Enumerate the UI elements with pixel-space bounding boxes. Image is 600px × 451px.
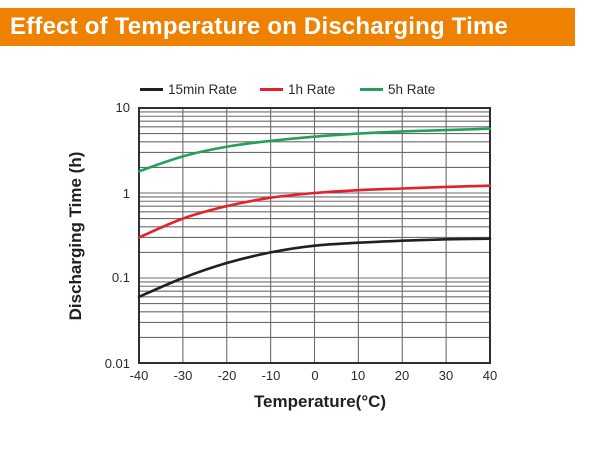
x-tick-label: 30 [438,368,454,383]
series-line-15min-rate [137,237,492,299]
legend-item-1h-rate: 1h Rate [260,78,335,100]
y-tick-label: 0.01 [104,356,130,371]
legend-label: 1h Rate [288,81,336,97]
x-tick-label: 10 [350,368,366,383]
x-tick-label: 40 [482,368,498,383]
legend-label: 5h Rate [388,81,436,97]
series-line-5h-rate [137,127,492,173]
x-tick-label: -10 [261,368,281,383]
y-tick-label: 10 [115,100,130,115]
chart-legend: 15min Rate 1h Rate 5h Rate [0,78,600,100]
title-banner: Effect of Temperature on Discharging Tim… [0,8,575,46]
x-tick-label: -20 [217,368,237,383]
page-title: Effect of Temperature on Discharging Tim… [10,13,509,40]
legend-item-5h-rate: 5h Rate [360,78,435,100]
legend-label: 15min Rate [168,81,238,97]
x-axis-title: Temperature(°C) [253,392,387,411]
legend-line-swatch-black [140,87,163,91]
y-axis-title: Discharging Time (h) [66,151,85,321]
legend-line-swatch-red [260,87,283,91]
x-tick-label: -40 [129,368,149,383]
x-tick-label: 0 [311,368,319,383]
x-tick-label: 20 [394,368,410,383]
legend-item-15min-rate: 15min Rate [140,78,237,100]
legend-line-swatch-green [360,87,383,91]
y-tick-label: 1 [122,186,130,201]
x-tick-label: -30 [173,368,193,383]
y-tick-label: 0.1 [111,270,130,285]
series-line-1h-rate [137,184,492,239]
